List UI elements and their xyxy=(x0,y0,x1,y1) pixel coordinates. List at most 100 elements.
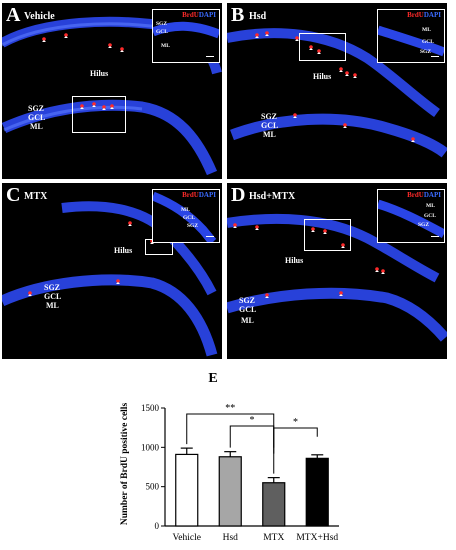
gcl-label: GCL xyxy=(44,292,62,301)
condition-label: MTX xyxy=(24,191,48,202)
arrowhead-marker xyxy=(411,140,415,142)
significance-label: * xyxy=(293,417,298,428)
inset-sgz-label: SGZ xyxy=(420,49,432,55)
arrowhead-marker xyxy=(102,108,106,110)
y-axis-label: Number of BrdU positive cells xyxy=(120,403,130,526)
brdu-cell xyxy=(353,73,357,77)
brdu-cell xyxy=(128,221,132,225)
arrowhead-marker xyxy=(343,126,347,128)
panel-letter-e: E xyxy=(208,371,217,386)
inset-title: BrdUDAPI xyxy=(407,11,441,19)
brdu-cell xyxy=(341,243,345,247)
gcl-label: GCL xyxy=(28,113,46,122)
ml-label: ML xyxy=(241,316,254,325)
y-tick-label: 500 xyxy=(146,482,160,492)
inset-ml-label: ML xyxy=(181,207,190,213)
y-tick-label: 1000 xyxy=(141,442,160,452)
arrowhead-marker xyxy=(116,282,120,284)
y-tick-label: 1500 xyxy=(141,403,160,413)
x-tick-label: MTX+Hsd xyxy=(296,533,338,543)
arrowhead-marker xyxy=(381,272,385,274)
bar-mtx-hsd xyxy=(305,457,329,527)
x-tick-label: Vehicle xyxy=(173,533,202,543)
panel-c: C MTX Hilus SGZ GCL ML BrdUDAPI ML GCL S… xyxy=(2,183,222,359)
arrowhead-marker xyxy=(233,226,237,228)
brdu-cell xyxy=(339,67,343,71)
panel-letter: C xyxy=(6,184,21,206)
brdu-cell xyxy=(110,104,114,108)
x-tick-label: Hsd xyxy=(223,533,239,543)
significance-brackets: *** * xyxy=(186,403,318,474)
panel-letter: D xyxy=(231,184,246,206)
x-tick-label: MTX xyxy=(263,533,284,543)
inset-gcl-label: GCL xyxy=(156,29,168,35)
hilus-label: Hilus xyxy=(313,72,332,81)
bar-chart-svg: E Number of BrdU positive cells 0 500 1000… xyxy=(120,371,339,543)
sgz-label: SGZ xyxy=(44,283,61,292)
magnified-inset: BrdUDAPI ML GCL SGZ xyxy=(152,189,220,243)
sgz-label: SGZ xyxy=(239,296,256,305)
arrowhead-marker xyxy=(255,36,259,38)
ml-label: ML xyxy=(30,122,43,131)
arrowhead-marker xyxy=(255,228,259,230)
inset-sgz-label: SGZ xyxy=(156,21,168,27)
arrowhead-marker xyxy=(323,232,327,234)
panel-letter: A xyxy=(6,4,21,26)
brdu-cell xyxy=(317,49,321,53)
arrowhead-marker xyxy=(80,107,84,109)
arrowhead-marker xyxy=(265,34,269,36)
hilus-label: Hilus xyxy=(114,246,133,255)
brdu-cell xyxy=(309,45,313,49)
gcl-label: GCL xyxy=(239,305,257,314)
brdu-cell xyxy=(345,71,349,75)
arrowhead-marker xyxy=(92,105,96,107)
arrowhead-marker xyxy=(353,76,357,78)
arrowhead-marker xyxy=(375,270,379,272)
panel-d: D Hsd+MTX Hilus SGZ GCL ML BrdUDAPI ML G… xyxy=(227,183,447,359)
inset-gcl-label: GCL xyxy=(424,213,436,219)
brdu-cell xyxy=(339,291,343,295)
brdu-cell xyxy=(375,267,379,271)
arrowhead-marker xyxy=(309,48,313,50)
condition-label: Vehicle xyxy=(24,11,55,22)
arrowhead-marker xyxy=(341,246,345,248)
brdu-cell xyxy=(116,279,120,283)
ml-label: ML xyxy=(46,301,59,310)
brdu-cell xyxy=(411,137,415,141)
inset-ml-label: ML xyxy=(161,43,170,49)
hilus-label: Hilus xyxy=(90,69,109,78)
brdu-cell xyxy=(102,105,106,109)
magnified-inset: BrdUDAPI ML GCL SGZ xyxy=(377,189,445,243)
inset-title: BrdUDAPI xyxy=(182,11,216,19)
y-tick-label: 0 xyxy=(155,521,160,531)
significance-label: ** xyxy=(225,403,235,414)
inset-gcl-label: GCL xyxy=(183,215,195,221)
brdu-cell xyxy=(255,225,259,229)
brdu-cell xyxy=(108,43,112,47)
arrowhead-marker xyxy=(108,46,112,48)
significance-bracket xyxy=(229,425,275,454)
brdu-cell xyxy=(42,37,46,41)
brdu-cell xyxy=(80,104,84,108)
inset-image xyxy=(153,191,217,242)
roi-box xyxy=(299,33,346,61)
brdu-cell xyxy=(381,269,385,273)
inset-ml-label: ML xyxy=(426,203,435,209)
magnified-inset: BrdUDAPI SGZ GCL ML xyxy=(152,9,220,63)
inset-sgz-label: SGZ xyxy=(418,222,430,228)
brdu-cell xyxy=(233,223,237,227)
brdu-cell xyxy=(255,33,259,37)
brdu-cell xyxy=(265,31,269,35)
condition-label: Hsd+MTX xyxy=(249,191,296,202)
sgz-label: SGZ xyxy=(28,104,45,113)
scale-bar xyxy=(206,55,214,57)
significance-label: * xyxy=(250,415,255,426)
inset-ml-label: ML xyxy=(422,27,431,33)
scale-bar xyxy=(206,235,214,237)
significance-bracket xyxy=(273,427,318,474)
inset-title: BrdUDAPI xyxy=(407,191,441,199)
scale-bar xyxy=(431,235,439,237)
bar-chart: E Number of BrdU positive cells 0 500 1000… xyxy=(113,368,343,550)
panel-a: A Vehicle Hilus SGZ GCL ML BrdUDAPI SGZ … xyxy=(2,3,222,179)
gcl-label: GCL xyxy=(261,121,279,130)
